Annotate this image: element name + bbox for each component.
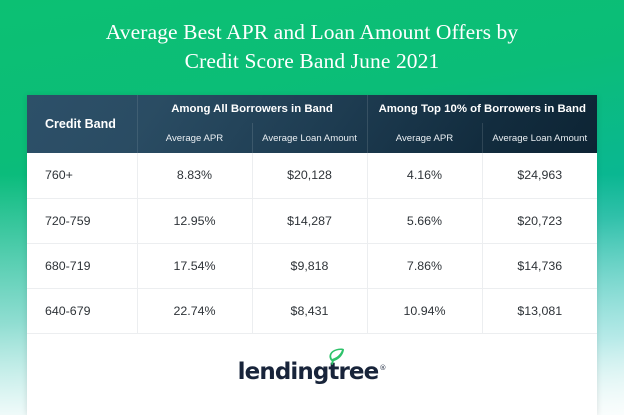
cell-credit-band: 640-679 (27, 288, 137, 334)
header-group-top-10-percent: Among Top 10% of Borrowers in Band (366, 95, 597, 123)
leaf-icon (329, 348, 344, 365)
cell-all-average-apr: 17.54% (136, 243, 252, 289)
cell-all-average-loan: $14,287 (251, 198, 367, 244)
cell-all-average-apr: 22.74% (136, 288, 252, 334)
table-card: Credit Band Among All Borrowers in Band … (27, 95, 597, 415)
header-top-average-apr: Average APR (366, 123, 482, 153)
cell-all-average-loan: $20,128 (251, 153, 367, 199)
table-row: 640-679 22.74% $8,431 10.94% $13,081 (27, 288, 597, 334)
cell-top-average-loan: $20,723 (481, 198, 597, 244)
header-credit-band: Credit Band (27, 95, 138, 153)
page-title-line-2: Credit Score Band June 2021 (184, 49, 440, 73)
cell-all-average-apr: 8.83% (136, 153, 252, 199)
apr-loan-table: Credit Band Among All Borrowers in Band … (27, 95, 597, 334)
table-header-group-row: Credit Band Among All Borrowers in Band … (27, 95, 597, 153)
table-row: 680-719 17.54% $9,818 7.86% $14,736 (27, 243, 597, 289)
registered-trademark-symbol: ® (379, 363, 387, 372)
cell-all-average-apr: 12.95% (136, 198, 252, 244)
card-footer: lendingtree ® (27, 333, 597, 415)
cell-all-average-loan: $9,818 (251, 243, 367, 289)
cell-top-average-loan: $13,081 (481, 288, 597, 334)
table-header: Credit Band Among All Borrowers in Band … (27, 95, 597, 153)
table-row: 760+ 8.83% $20,128 4.16% $24,963 (27, 153, 597, 199)
lendingtree-logo-text: lendingtree (237, 358, 380, 385)
cell-credit-band: 720-759 (27, 198, 137, 244)
header-all-average-loan: Average Loan Amount (251, 123, 367, 153)
header-all-average-apr: Average APR (136, 123, 252, 153)
cell-top-average-apr: 5.66% (366, 198, 482, 244)
cell-credit-band: 680-719 (27, 243, 137, 289)
table-header-sub-row: Average APR Average Loan Amount Average … (27, 123, 597, 153)
table-body: 760+ 8.83% $20,128 4.16% $24,963 720-759… (27, 153, 597, 334)
page-title: Average Best APR and Loan Amount Offers … (0, 0, 624, 76)
lendingtree-logo: lendingtree ® (237, 348, 387, 385)
cell-all-average-loan: $8,431 (251, 288, 367, 334)
table-row: 720-759 12.95% $14,287 5.66% $20,723 (27, 198, 597, 244)
header-group-all-borrowers: Among All Borrowers in Band (171, 102, 333, 115)
cell-credit-band: 760+ (27, 153, 137, 199)
cell-top-average-loan: $14,736 (481, 243, 597, 289)
header-top-average-loan: Average Loan Amount (481, 123, 597, 153)
cell-top-average-apr: 10.94% (366, 288, 482, 334)
cell-top-average-apr: 7.86% (366, 243, 482, 289)
cell-top-average-loan: $24,963 (481, 153, 597, 199)
page-title-line-1: Average Best APR and Loan Amount Offers … (105, 20, 519, 44)
cell-top-average-apr: 4.16% (366, 153, 482, 199)
